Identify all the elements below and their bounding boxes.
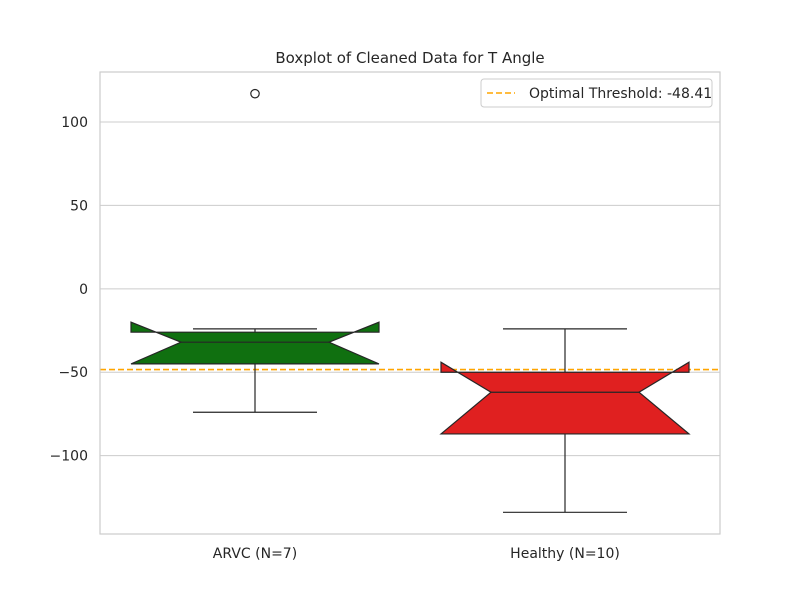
y-tick-labels: 100 50 0 −50 −100: [50, 115, 88, 465]
y-tick-label: 0: [79, 282, 88, 298]
y-tick-label: 100: [61, 115, 88, 131]
outlier-point: [250, 88, 260, 99]
x-tick-label: Healthy (N=10): [510, 546, 620, 562]
gridlines: [100, 121, 720, 457]
chart-title: Boxplot of Cleaned Data for T Angle: [275, 49, 544, 67]
y-tick-label: 50: [70, 198, 88, 214]
boxes: [130, 88, 691, 513]
plot-frame: [99, 71, 721, 535]
y-tick-label: −100: [50, 449, 88, 465]
x-tick-label: ARVC (N=7): [213, 546, 297, 562]
legend-box: [480, 78, 713, 108]
box-body: [130, 321, 380, 365]
box-1: [439, 328, 691, 513]
legend-label: Optimal Threshold: -48.41: [529, 86, 712, 102]
box-0: [130, 88, 380, 413]
y-tick-label: −50: [58, 365, 88, 381]
box-body: [439, 361, 691, 435]
legend: Optimal Threshold: -48.41: [480, 78, 713, 108]
x-tick-labels: ARVC (N=7) Healthy (N=10): [213, 546, 620, 562]
